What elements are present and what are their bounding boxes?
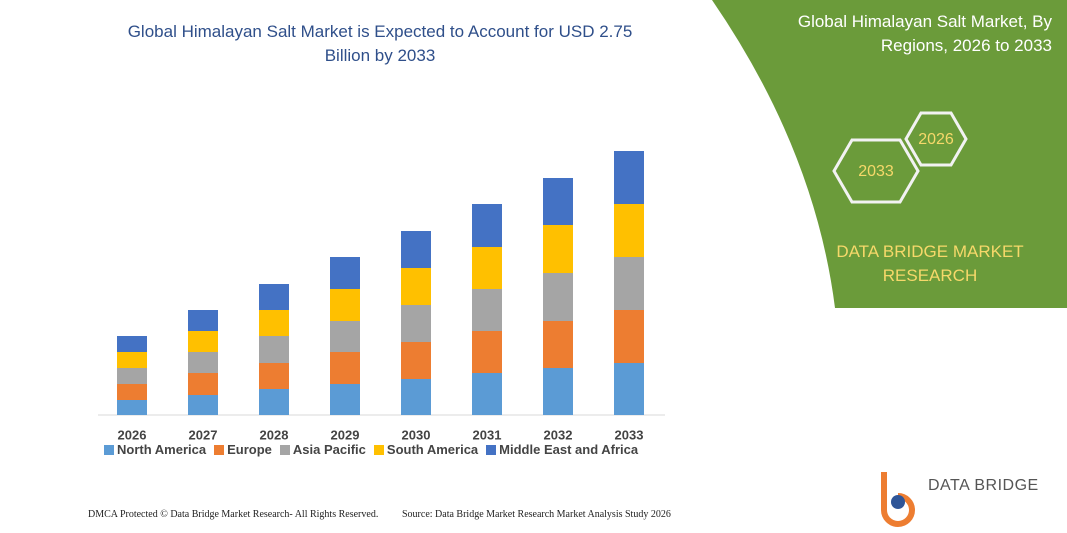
bar-segment [543,273,573,321]
hexagon [832,138,920,204]
legend-label: Middle East and Africa [499,442,639,457]
legend-item: Middle East and Africa [486,442,638,457]
bar-segment [188,395,218,415]
logo-text: DATA BRIDGE [928,477,1039,494]
bar-segment [117,352,147,368]
hexagon [904,111,968,167]
x-tick-label: 2030 [402,427,431,442]
x-tick-label: 2032 [544,427,573,442]
bar-segment [401,268,431,305]
legend-label: Asia Pacific [292,442,366,457]
legend-label: Europe [227,442,272,457]
bar-segment [330,257,360,289]
brand-text: DATA BRIDGE MARKET RESEARCH [836,242,1024,285]
legend-item: North America [104,442,206,457]
hexagon-label: 2026 [918,131,954,148]
legend-label: North America [117,442,207,457]
bar-segment [330,384,360,415]
bar-segment [472,289,502,331]
x-tick-label: 2026 [118,427,147,442]
bar-segment [259,284,289,310]
bar-segment [330,352,360,384]
bar-segment [614,310,644,363]
bar-segment [543,225,573,273]
x-tick-label: 2031 [473,427,502,442]
bar-segment [614,257,644,310]
bar-segment [188,331,218,352]
hexagon-label: 2033 [858,163,894,180]
legend-item: Asia Pacific [279,442,366,457]
bar-segment [614,204,644,257]
bar-segment [472,331,502,373]
bar-segment [543,321,573,368]
x-tick-label: 2027 [189,427,218,442]
x-tick-label: 2028 [260,427,289,442]
panel-title: Global Himalayan Salt Market, By Regions… [797,12,1052,55]
bar-segment [259,310,289,336]
bar-segment [117,400,147,415]
bar-segment [330,321,360,352]
chart-title: Global Himalayan Salt Market is Expected… [127,22,633,65]
bar-segment [117,368,147,384]
bar-segment [614,363,644,415]
bar-segment [401,379,431,415]
legend-swatch [214,444,225,455]
x-tick-label: 2033 [615,427,644,442]
bar-segment [401,342,431,379]
bar-segment [117,336,147,352]
logo-icon [881,472,915,527]
bar-segment [117,384,147,400]
bar-segment [472,204,502,247]
copyright: DMCA Protected © Data Bridge Market Rese… [88,509,379,520]
bar-segment [259,336,289,363]
bar-segment [472,247,502,289]
legend-swatch [104,444,114,455]
source: Source: Data Bridge Market Research Mark… [402,509,671,520]
bar-segment [259,389,289,415]
bar-segment [401,305,431,342]
legend-swatch [279,444,290,455]
legend: North America Europe Asia Pacific South Ame… [104,442,638,457]
bar-segment [188,373,218,395]
green-panel [712,0,1067,308]
legend-swatch [373,444,384,455]
legend-label: South America [386,442,479,457]
legend-swatch [486,444,497,455]
bar-segment [472,373,502,415]
legend-item: Europe [214,442,272,457]
bar-segment [188,352,218,373]
bar-segment [401,231,431,268]
legend-item: South America [373,442,479,457]
bar-segment [543,368,573,415]
bar-segment [543,178,573,225]
bar-segment [188,310,218,331]
x-tick-label: 2029 [331,427,360,442]
bar-segment [330,289,360,321]
bar-segment [259,363,289,389]
bar-segment [614,151,644,204]
